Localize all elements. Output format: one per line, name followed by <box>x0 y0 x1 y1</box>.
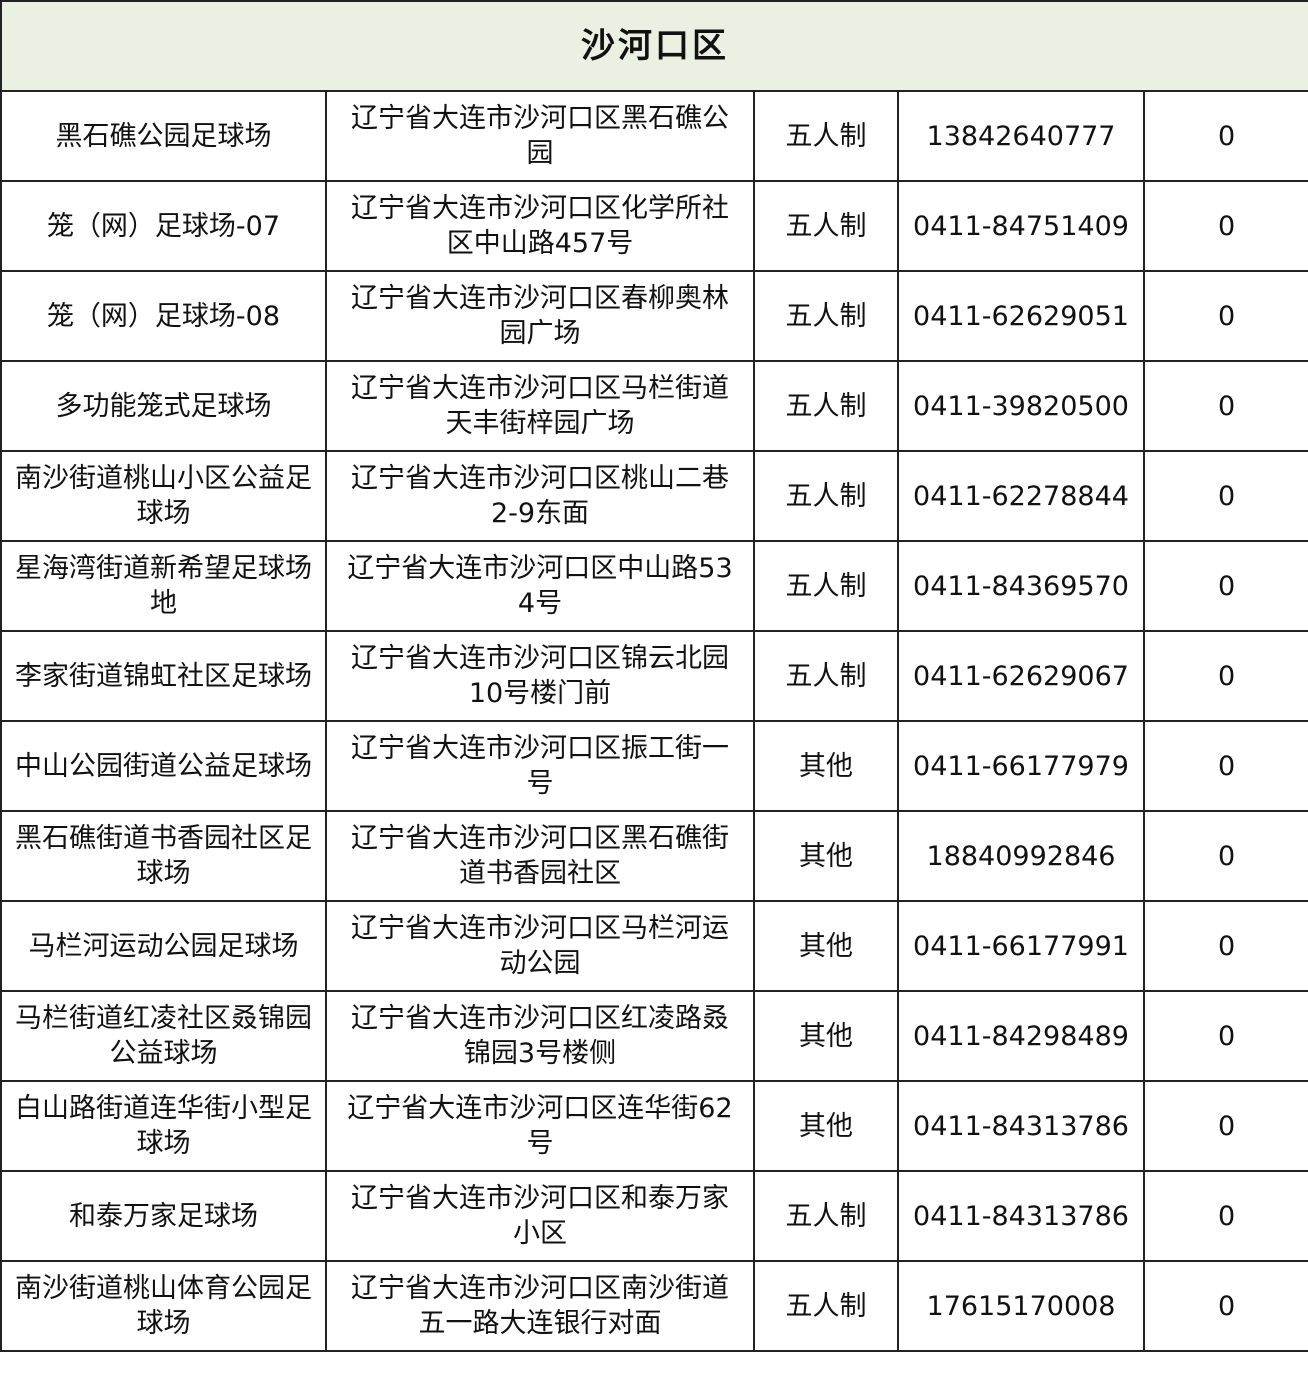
table-row: 星海湾街道新希望足球场地 辽宁省大连市沙河口区中山路534号 五人制 0411-843… <box>0 540 1308 632</box>
venue-name: 李家街道锦虹社区足球场 <box>0 630 327 722</box>
venue-count: 0 <box>1142 990 1308 1082</box>
venue-phone: 0411-84369570 <box>897 540 1145 632</box>
venue-address: 辽宁省大连市沙河口区连华街62号 <box>325 1080 755 1172</box>
venue-name: 星海湾街道新希望足球场地 <box>0 540 327 632</box>
venue-address: 辽宁省大连市沙河口区马栏河运动公园 <box>325 900 755 992</box>
venue-type: 五人制 <box>753 630 899 722</box>
table-row: 笼（网）足球场-08 辽宁省大连市沙河口区春柳奥林园广场 五人制 0411-62629… <box>0 270 1308 362</box>
venue-name: 南沙街道桃山小区公益足球场 <box>0 450 327 542</box>
table-row: 白山路街道连华街小型足球场 辽宁省大连市沙河口区连华街62号 其他 0411-8431… <box>0 1080 1308 1172</box>
venue-phone: 18840992846 <box>897 810 1145 902</box>
venue-phone: 0411-84313786 <box>897 1170 1145 1262</box>
venue-count: 0 <box>1142 450 1308 542</box>
table-row: 多功能笼式足球场 辽宁省大连市沙河口区马栏街道天丰街梓园广场 五人制 0411-398… <box>0 360 1308 452</box>
venue-address: 辽宁省大连市沙河口区马栏街道天丰街梓园广场 <box>325 360 755 452</box>
venue-type: 五人制 <box>753 1170 899 1262</box>
venue-address: 辽宁省大连市沙河口区南沙街道五一路大连银行对面 <box>325 1260 755 1352</box>
venue-phone: 0411-62629067 <box>897 630 1145 722</box>
venue-address: 辽宁省大连市沙河口区红凌路叒锦园3号楼侧 <box>325 990 755 1082</box>
venue-name: 黑石礁街道书香园社区足球场 <box>0 810 327 902</box>
venue-address: 辽宁省大连市沙河口区春柳奥林园广场 <box>325 270 755 362</box>
table-row: 黑石礁街道书香园社区足球场 辽宁省大连市沙河口区黑石礁街道书香园社区 其他 18840… <box>0 810 1308 902</box>
venue-type: 五人制 <box>753 270 899 362</box>
table-row: 马栏河运动公园足球场 辽宁省大连市沙河口区马栏河运动公园 其他 0411-661779… <box>0 900 1308 992</box>
venue-phone: 0411-66177979 <box>897 720 1145 812</box>
venue-count: 0 <box>1142 1170 1308 1262</box>
venue-type: 五人制 <box>753 1260 899 1352</box>
venue-type: 五人制 <box>753 90 899 182</box>
venue-address: 辽宁省大连市沙河口区振工街一号 <box>325 720 755 812</box>
venue-count: 0 <box>1142 1080 1308 1172</box>
venue-name: 笼（网）足球场-08 <box>0 270 327 362</box>
table-row: 笼（网）足球场-07 辽宁省大连市沙河口区化学所社区中山路457号 五人制 0411-… <box>0 180 1308 272</box>
venue-name: 白山路街道连华街小型足球场 <box>0 1080 327 1172</box>
venue-name: 马栏河运动公园足球场 <box>0 900 327 992</box>
venue-table: 沙河口区 黑石礁公园足球场 辽宁省大连市沙河口区黑石礁公园 五人制 138426407… <box>0 0 1308 1352</box>
venue-count: 0 <box>1142 270 1308 362</box>
venue-name: 笼（网）足球场-07 <box>0 180 327 272</box>
venue-name: 南沙街道桃山体育公园足球场 <box>0 1260 327 1352</box>
table-row: 黑石礁公园足球场 辽宁省大连市沙河口区黑石礁公园 五人制 13842640777 0 <box>0 90 1308 182</box>
venue-count: 0 <box>1142 810 1308 902</box>
venue-address: 辽宁省大连市沙河口区和泰万家小区 <box>325 1170 755 1262</box>
venue-type: 其他 <box>753 990 899 1082</box>
venue-type: 其他 <box>753 720 899 812</box>
venue-count: 0 <box>1142 180 1308 272</box>
venue-phone: 13842640777 <box>897 90 1145 182</box>
venue-name: 黑石礁公园足球场 <box>0 90 327 182</box>
venue-type: 五人制 <box>753 360 899 452</box>
table-row: 南沙街道桃山体育公园足球场 辽宁省大连市沙河口区南沙街道五一路大连银行对面 五人制 1… <box>0 1260 1308 1352</box>
table-row: 南沙街道桃山小区公益足球场 辽宁省大连市沙河口区桃山二巷2-9东面 五人制 0411-… <box>0 450 1308 542</box>
venue-count: 0 <box>1142 90 1308 182</box>
venue-name: 和泰万家足球场 <box>0 1170 327 1262</box>
venue-phone: 0411-62278844 <box>897 450 1145 542</box>
venue-count: 0 <box>1142 900 1308 992</box>
venue-type: 五人制 <box>753 540 899 632</box>
venue-address: 辽宁省大连市沙河口区锦云北园10号楼门前 <box>325 630 755 722</box>
venue-phone: 17615170008 <box>897 1260 1145 1352</box>
venue-phone: 0411-84751409 <box>897 180 1145 272</box>
venue-phone: 0411-84298489 <box>897 990 1145 1082</box>
table-row: 和泰万家足球场 辽宁省大连市沙河口区和泰万家小区 五人制 0411-84313786 0 <box>0 1170 1308 1262</box>
venue-type: 其他 <box>753 900 899 992</box>
table-row: 李家街道锦虹社区足球场 辽宁省大连市沙河口区锦云北园10号楼门前 五人制 0411-6… <box>0 630 1308 722</box>
venue-type: 其他 <box>753 810 899 902</box>
table-row: 马栏街道红凌社区叒锦园公益球场 辽宁省大连市沙河口区红凌路叒锦园3号楼侧 其他 041… <box>0 990 1308 1082</box>
venue-count: 0 <box>1142 540 1308 632</box>
venue-phone: 0411-62629051 <box>897 270 1145 362</box>
venue-phone: 0411-84313786 <box>897 1080 1145 1172</box>
venue-count: 0 <box>1142 1260 1308 1352</box>
venue-address: 辽宁省大连市沙河口区桃山二巷2-9东面 <box>325 450 755 542</box>
venue-phone: 0411-66177991 <box>897 900 1145 992</box>
venue-address: 辽宁省大连市沙河口区黑石礁公园 <box>325 90 755 182</box>
venue-address: 辽宁省大连市沙河口区化学所社区中山路457号 <box>325 180 755 272</box>
district-title: 沙河口区 <box>0 0 1308 92</box>
venue-name: 中山公园街道公益足球场 <box>0 720 327 812</box>
table-row: 中山公园街道公益足球场 辽宁省大连市沙河口区振工街一号 其他 0411-6617797… <box>0 720 1308 812</box>
venue-name: 多功能笼式足球场 <box>0 360 327 452</box>
venue-count: 0 <box>1142 630 1308 722</box>
venue-name: 马栏街道红凌社区叒锦园公益球场 <box>0 990 327 1082</box>
venue-count: 0 <box>1142 360 1308 452</box>
venue-address: 辽宁省大连市沙河口区中山路534号 <box>325 540 755 632</box>
venue-count: 0 <box>1142 720 1308 812</box>
venue-phone: 0411-39820500 <box>897 360 1145 452</box>
title-row: 沙河口区 <box>0 0 1308 92</box>
venue-type: 五人制 <box>753 450 899 542</box>
venue-address: 辽宁省大连市沙河口区黑石礁街道书香园社区 <box>325 810 755 902</box>
venue-type: 五人制 <box>753 180 899 272</box>
venue-type: 其他 <box>753 1080 899 1172</box>
